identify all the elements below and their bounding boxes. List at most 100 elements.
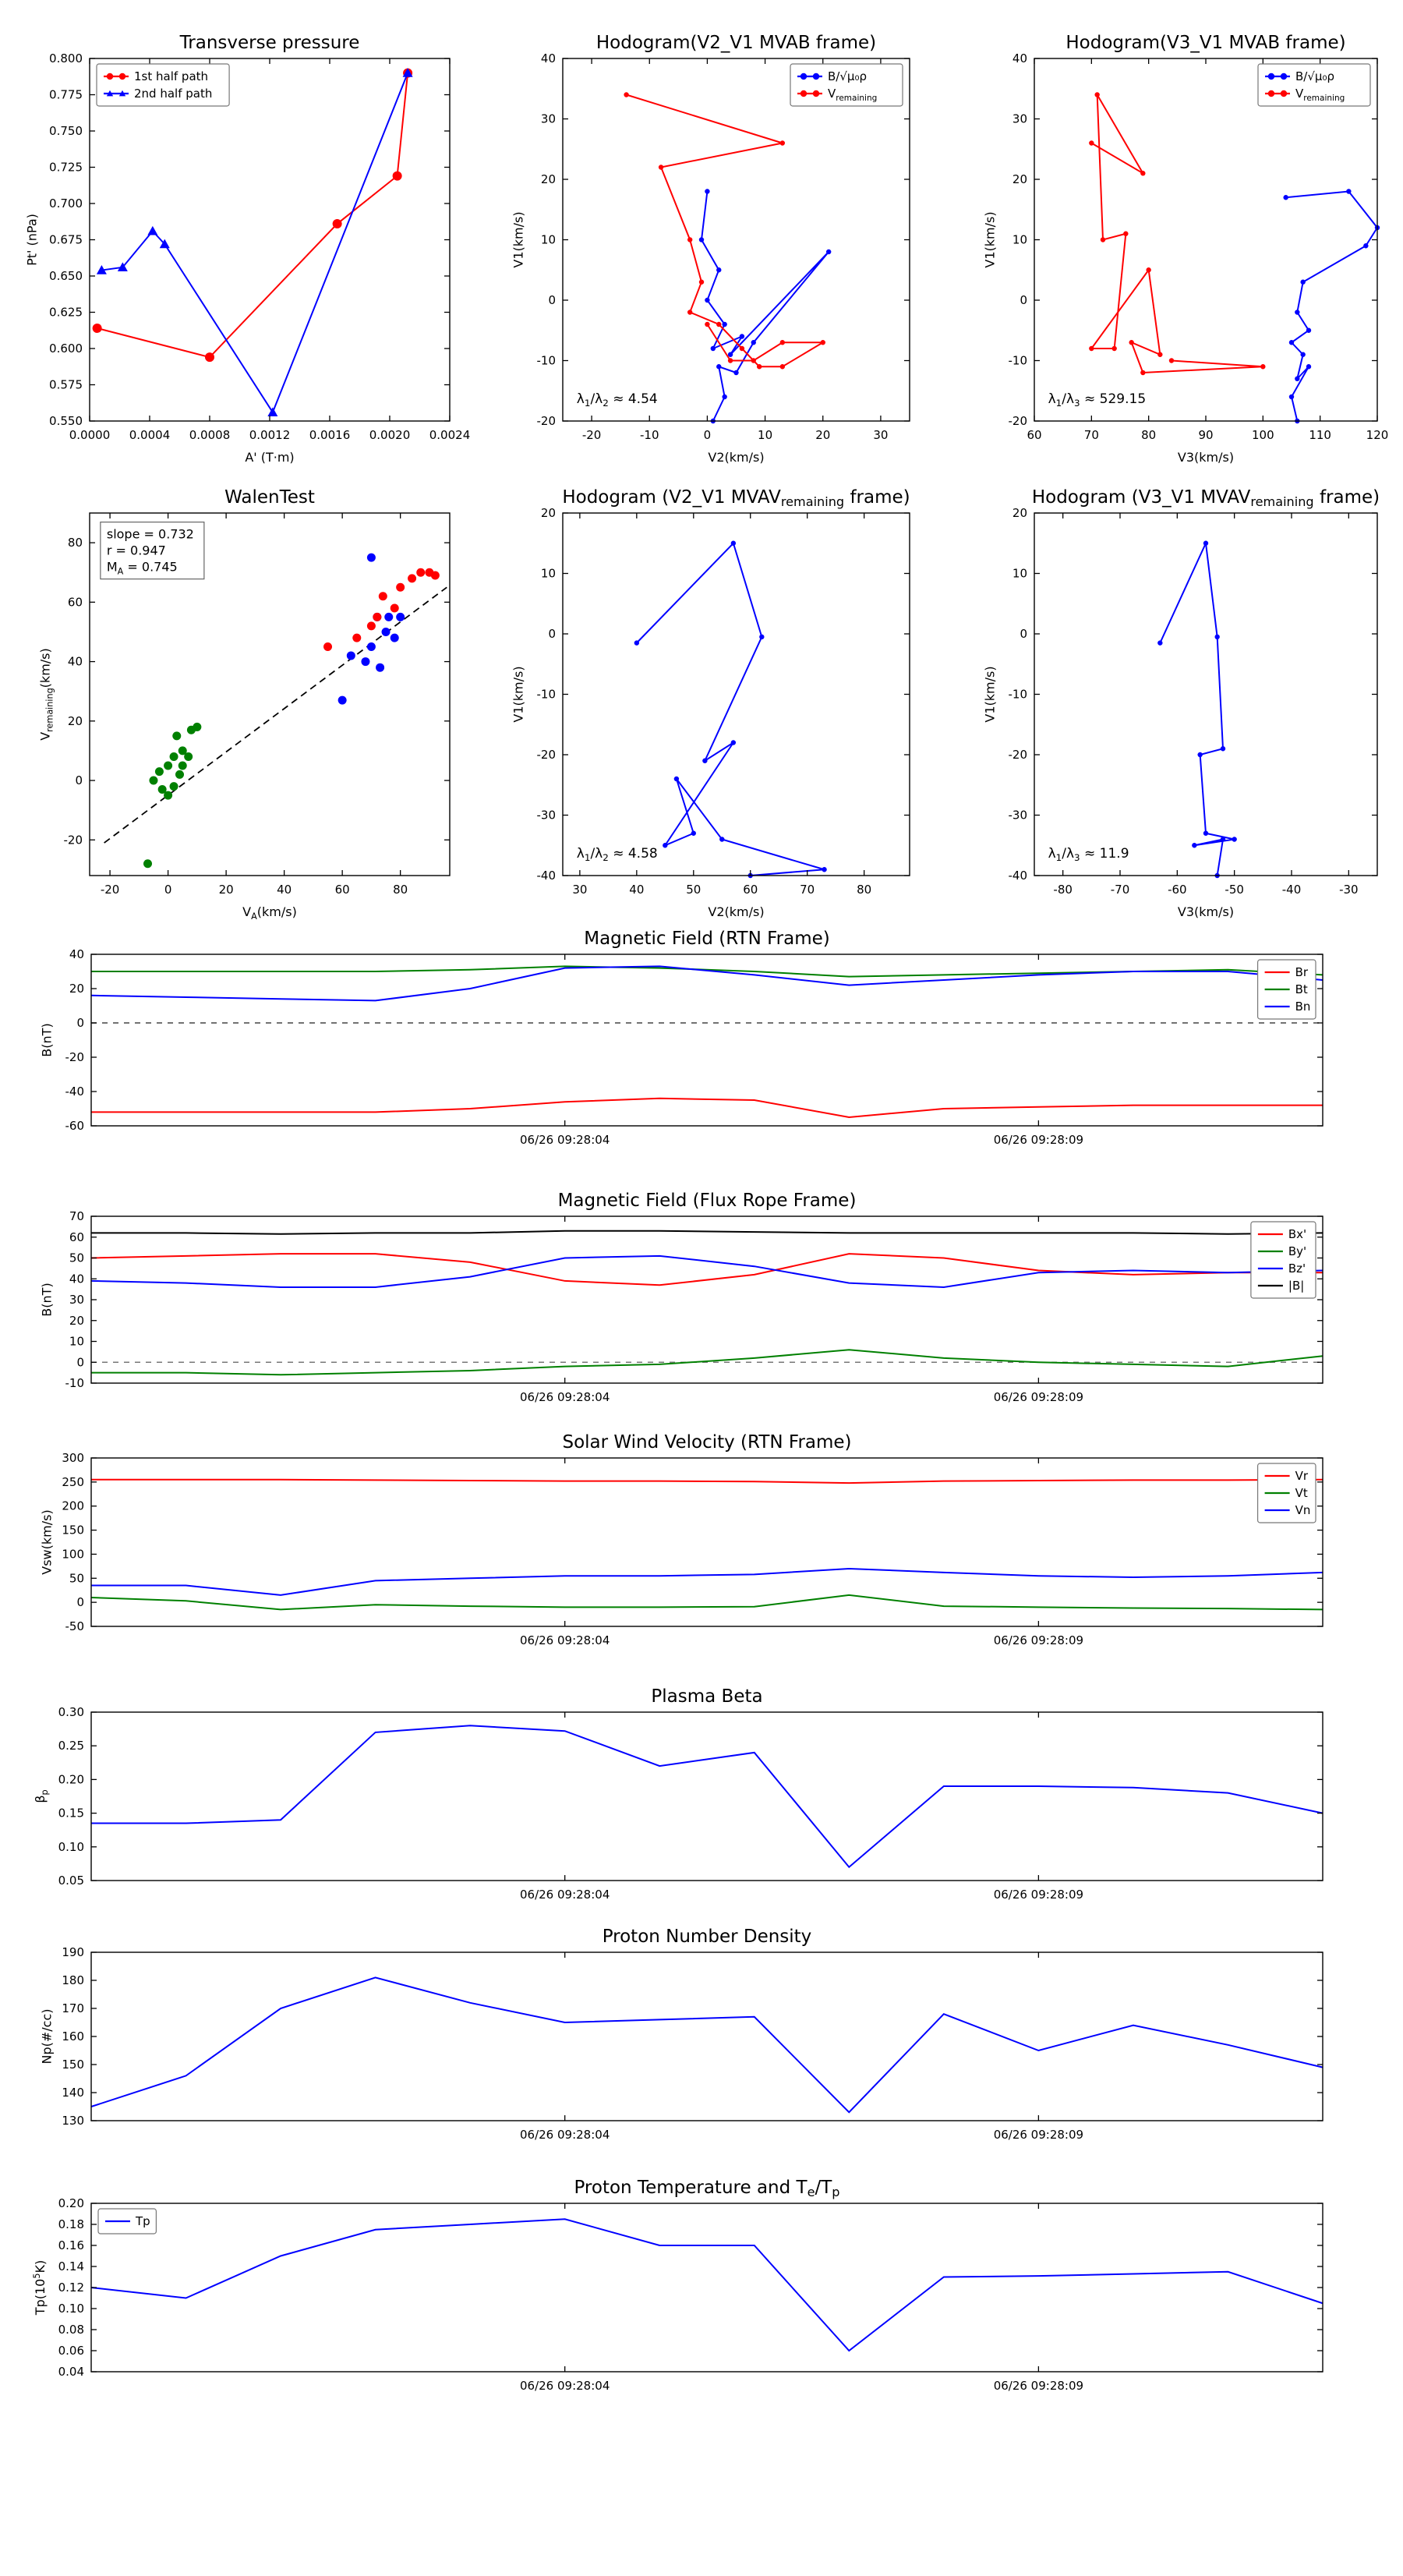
svg-text:200: 200: [62, 1499, 84, 1513]
svg-text:0: 0: [76, 1595, 84, 1609]
svg-text:100: 100: [1252, 428, 1274, 442]
svg-text:Solar Wind Velocity (RTN Frame: Solar Wind Velocity (RTN Frame): [562, 1432, 851, 1453]
svg-text:180: 180: [62, 1973, 84, 1987]
svg-text:20: 20: [541, 172, 556, 186]
svg-text:30: 30: [572, 883, 587, 897]
svg-text:0.06: 0.06: [58, 2344, 84, 2358]
svg-text:80: 80: [1141, 428, 1156, 442]
chart-walen-test: -20 0 20 40 60 80 -20 0 20 40 60 80 WalenTest VA(km/s…: [38, 487, 451, 922]
svg-text:Np(#/cc): Np(#/cc): [40, 2009, 55, 2065]
svg-text:0.600: 0.600: [49, 341, 83, 356]
svg-text:0.12: 0.12: [58, 2281, 84, 2295]
svg-text:-30: -30: [537, 809, 557, 823]
svg-text:B/√μ₀ρ: B/√μ₀ρ: [1295, 69, 1334, 83]
svg-text:Vr: Vr: [1295, 1469, 1309, 1483]
svg-text:300: 300: [62, 1451, 84, 1465]
svg-text:0.0016: 0.0016: [309, 428, 351, 442]
svg-text:λ1/λ2 ≈ 4.54: λ1/λ2 ≈ 4.54: [577, 391, 658, 409]
svg-text:λ1/λ2 ≈ 4.58: λ1/λ2 ≈ 4.58: [577, 846, 658, 863]
svg-text:-20: -20: [537, 748, 557, 762]
chart-proton-density: 06/26 09:28:04 06/26 09:28:09 130 140 150 160…: [40, 1927, 1323, 2142]
svg-text:-40: -40: [1009, 869, 1028, 883]
svg-text:0.575: 0.575: [49, 378, 83, 392]
svg-text:06/26 09:28:04: 06/26 09:28:04: [520, 2379, 610, 2393]
svg-text:0: 0: [76, 1016, 84, 1030]
svg-text:Hodogram(V3_V1 MVAB frame): Hodogram(V3_V1 MVAB frame): [1066, 33, 1345, 53]
svg-text:10: 10: [1012, 567, 1027, 581]
chart-hodogram-v2v1-mvav: 30 40 50 60 70 80 -40 -30 -20 -10 0 10 20 Hodogram (V…: [511, 487, 910, 919]
svg-text:Vremaining: Vremaining: [828, 87, 877, 103]
svg-text:-20: -20: [1009, 748, 1028, 762]
svg-text:Magnetic Field (RTN Frame): Magnetic Field (RTN Frame): [584, 929, 830, 949]
svg-text:Bn: Bn: [1295, 1000, 1311, 1014]
svg-text:70: 70: [800, 883, 815, 897]
svg-text:Plasma Beta: Plasma Beta: [651, 1686, 762, 1707]
svg-text:80: 80: [857, 883, 871, 897]
svg-text:Transverse pressure: Transverse pressure: [179, 33, 360, 53]
svg-text:0: 0: [548, 627, 556, 641]
svg-text:50: 50: [686, 883, 701, 897]
svg-text:06/26 09:28:09: 06/26 09:28:09: [994, 2128, 1083, 2142]
svg-text:-10: -10: [537, 688, 557, 702]
svg-text:60: 60: [68, 595, 83, 609]
svg-text:0.16: 0.16: [58, 2238, 84, 2252]
svg-text:0.775: 0.775: [49, 88, 83, 102]
svg-text:20: 20: [69, 982, 84, 996]
svg-text:0.700: 0.700: [49, 196, 83, 211]
svg-text:|B|: |B|: [1288, 1279, 1304, 1293]
svg-text:40: 40: [69, 947, 84, 961]
svg-text:V3(km/s): V3(km/s): [1178, 450, 1234, 465]
svg-text:30: 30: [69, 1293, 84, 1307]
svg-text:130: 130: [62, 2114, 84, 2128]
svg-text:40: 40: [69, 1272, 84, 1286]
svg-text:20: 20: [541, 506, 556, 520]
svg-text:06/26 09:28:04: 06/26 09:28:04: [520, 1133, 610, 1147]
svg-text:V2(km/s): V2(km/s): [708, 904, 764, 919]
svg-text:0.20: 0.20: [58, 2196, 84, 2210]
svg-text:0.15: 0.15: [58, 1806, 84, 1821]
svg-text:0.650: 0.650: [49, 269, 83, 283]
svg-text:Br: Br: [1295, 965, 1309, 979]
svg-text:06/26 09:28:09: 06/26 09:28:09: [994, 1390, 1083, 1404]
svg-text:60: 60: [1027, 428, 1041, 442]
svg-text:V3(km/s): V3(km/s): [1178, 904, 1234, 919]
svg-text:0.800: 0.800: [49, 51, 83, 65]
svg-text:B/√μ₀ρ: B/√μ₀ρ: [828, 69, 867, 83]
svg-text:Vt: Vt: [1295, 1486, 1308, 1500]
svg-text:0.0000: 0.0000: [69, 428, 111, 442]
svg-text:V1(km/s): V1(km/s): [511, 666, 526, 722]
svg-text:0.05: 0.05: [58, 1874, 84, 1888]
svg-text:λ1/λ3 ≈ 11.9: λ1/λ3 ≈ 11.9: [1048, 846, 1129, 863]
svg-text:V2(km/s): V2(km/s): [708, 450, 764, 465]
svg-text:10: 10: [541, 233, 556, 247]
svg-text:-30: -30: [1339, 883, 1359, 897]
svg-text:06/26 09:28:09: 06/26 09:28:09: [994, 1133, 1083, 1147]
svg-text:-10: -10: [1009, 354, 1028, 368]
svg-text:100: 100: [62, 1547, 84, 1561]
chart-mf-frf: 06/26 09:28:04 06/26 09:28:09 -10 0 10 20 30 40…: [40, 1191, 1323, 1404]
svg-text:0.10: 0.10: [58, 2302, 84, 2316]
svg-text:06/26 09:28:09: 06/26 09:28:09: [994, 1888, 1083, 1902]
svg-text:Tp(105K): Tp(105K): [32, 2260, 48, 2316]
svg-text:B(nT): B(nT): [40, 1283, 55, 1316]
svg-text:80: 80: [68, 536, 83, 550]
svg-text:90: 90: [1198, 428, 1213, 442]
svg-text:Vremaining(km/s): Vremaining(km/s): [38, 648, 55, 741]
svg-text:1st half path: 1st half path: [134, 69, 208, 83]
svg-text:0.14: 0.14: [58, 2259, 84, 2273]
svg-text:60: 60: [335, 883, 350, 897]
svg-text:20: 20: [1012, 506, 1027, 520]
chart-swv-rtn: 06/26 09:28:04 06/26 09:28:09 -50 0 50 100 150…: [40, 1432, 1323, 1647]
svg-text:-10: -10: [1009, 688, 1028, 702]
svg-text:-60: -60: [1168, 883, 1187, 897]
svg-text:Bz': Bz': [1288, 1261, 1306, 1276]
svg-text:Vremaining: Vremaining: [1295, 87, 1345, 103]
svg-text:0: 0: [704, 428, 712, 442]
svg-text:250: 250: [62, 1475, 84, 1489]
svg-text:-10: -10: [537, 354, 557, 368]
svg-text:-60: -60: [65, 1119, 85, 1133]
chart-mf-rtn: 06/26 09:28:04 06/26 09:28:09 -60 -40 -20 0 20…: [40, 929, 1323, 1147]
svg-text:0: 0: [1020, 627, 1027, 641]
